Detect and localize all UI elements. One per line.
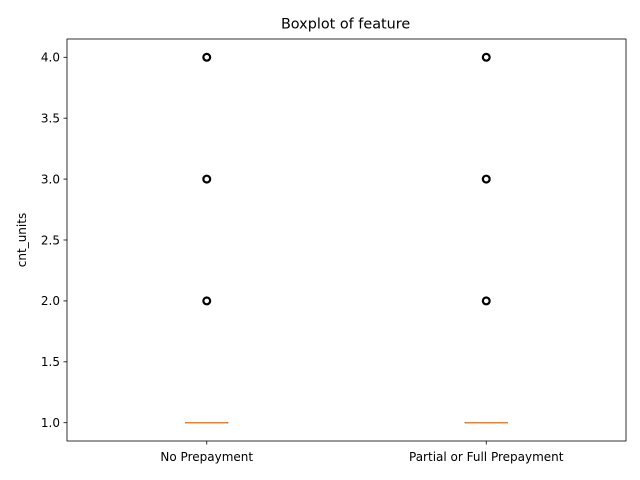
x-tick-label: Partial or Full Prepayment <box>409 450 564 464</box>
box-1 <box>185 52 229 424</box>
outlier-point <box>202 52 212 62</box>
y-tick-label: 3.5 <box>41 111 60 125</box>
outlier-point <box>481 174 491 184</box>
y-tick-label: 1.5 <box>41 355 60 369</box>
y-tick-label: 3.0 <box>41 172 60 186</box>
outlier-point <box>202 296 212 306</box>
outlier-point <box>481 52 491 62</box>
y-tick-label: 2.5 <box>41 233 60 247</box>
plot-area <box>185 52 508 424</box>
box-2 <box>464 52 508 424</box>
y-tick-label: 4.0 <box>41 51 60 65</box>
plot-frame <box>66 38 627 442</box>
chart-title: Boxplot of feature <box>281 17 410 33</box>
y-tick-label: 2.0 <box>41 294 60 308</box>
y-tick-label: 1.0 <box>41 416 60 430</box>
x-tick-label: No Prepayment <box>160 450 253 464</box>
axes: No Prepayment Partial or Full Prepayment 1… <box>41 38 627 464</box>
y-axis-label: cnt_units <box>15 213 29 267</box>
outlier-point <box>202 174 212 184</box>
outlier-point <box>481 296 491 306</box>
